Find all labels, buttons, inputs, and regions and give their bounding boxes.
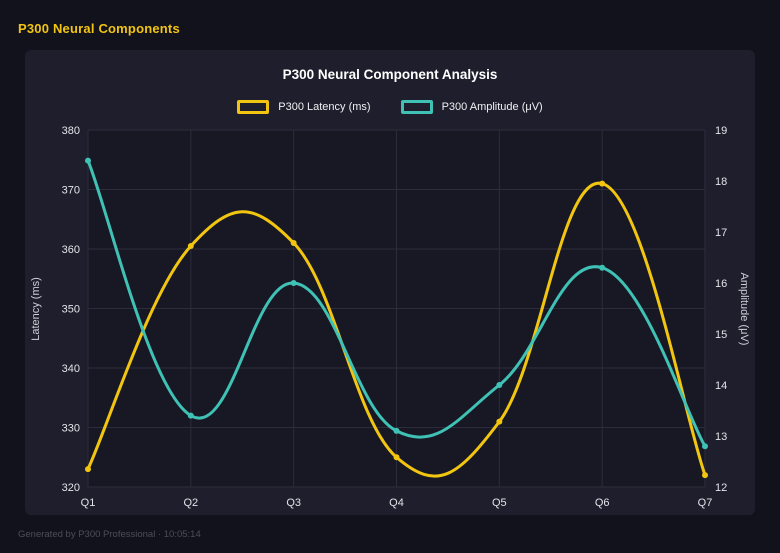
left-axis-tick-label: 340 [62,363,80,375]
data-point-amplitude-q2[interactable] [187,412,194,419]
legend-item-amplitude[interactable]: P300 Amplitude (μV) [400,100,543,114]
x-axis-tick-label: Q4 [389,497,404,509]
legend-label-amplitude: P300 Amplitude (μV) [441,101,543,113]
data-point-latency-q6[interactable] [599,180,606,187]
x-axis-tick-label: Q5 [492,497,507,509]
legend-label-latency: P300 Latency (ms) [278,101,371,113]
x-axis-tick-label: Q3 [286,497,301,509]
chart-title: P300 Neural Component Analysis [282,67,498,82]
data-point-amplitude-q5[interactable] [496,382,503,388]
x-axis-tick-label: Q1 [81,497,96,509]
chart-legend: P300 Latency (ms) P300 Amplitude (μV) [25,100,755,114]
data-point-latency-q1[interactable] [85,466,91,473]
page-title: P300 Neural Components [18,21,180,36]
left-axis-tick-label: 380 [62,125,80,137]
left-axis-tick-label: 360 [62,244,80,256]
right-axis-tick-label: 15 [715,329,727,341]
right-axis-tick-label: 12 [715,482,727,494]
right-axis-tick-label: 18 [715,176,727,188]
right-axis-title: Amplitude (μV) [738,273,750,346]
right-axis-tick-label: 13 [715,431,727,443]
data-point-latency-q3[interactable] [290,240,297,246]
data-point-latency-q5[interactable] [496,418,503,425]
left-axis-tick-label: 370 [62,185,80,197]
data-point-amplitude-q7[interactable] [702,443,708,450]
data-point-latency-q7[interactable] [702,472,708,479]
data-point-amplitude-q3[interactable] [290,280,297,286]
left-axis-title: Latency (ms) [30,277,42,341]
data-point-latency-q4[interactable] [393,454,400,461]
footer-status: Generated by P300 Professional · 10:05:1… [18,529,201,540]
data-point-latency-q2[interactable] [187,243,194,249]
x-axis-tick-label: Q2 [183,497,198,509]
data-point-amplitude-q6[interactable] [599,264,606,271]
legend-swatch-latency [237,100,270,114]
legend-item-latency[interactable]: P300 Latency (ms) [237,100,371,114]
right-axis-tick-label: 14 [715,380,727,392]
chart-panel: P300 Neural Component Analysis P300 Late… [25,50,755,515]
right-axis-tick-label: 17 [715,227,727,239]
x-axis-tick-label: Q6 [595,497,610,509]
right-axis-tick-label: 19 [715,125,727,137]
x-axis-tick-label: Q7 [698,497,713,509]
right-axis-tick-label: 16 [715,278,727,290]
legend-swatch-amplitude [400,100,433,114]
left-axis-tick-label: 320 [62,482,80,494]
left-axis-tick-label: 330 [62,423,80,435]
data-point-amplitude-q4[interactable] [393,427,400,434]
data-point-amplitude-q1[interactable] [85,157,91,164]
left-axis-tick-label: 350 [62,304,80,316]
